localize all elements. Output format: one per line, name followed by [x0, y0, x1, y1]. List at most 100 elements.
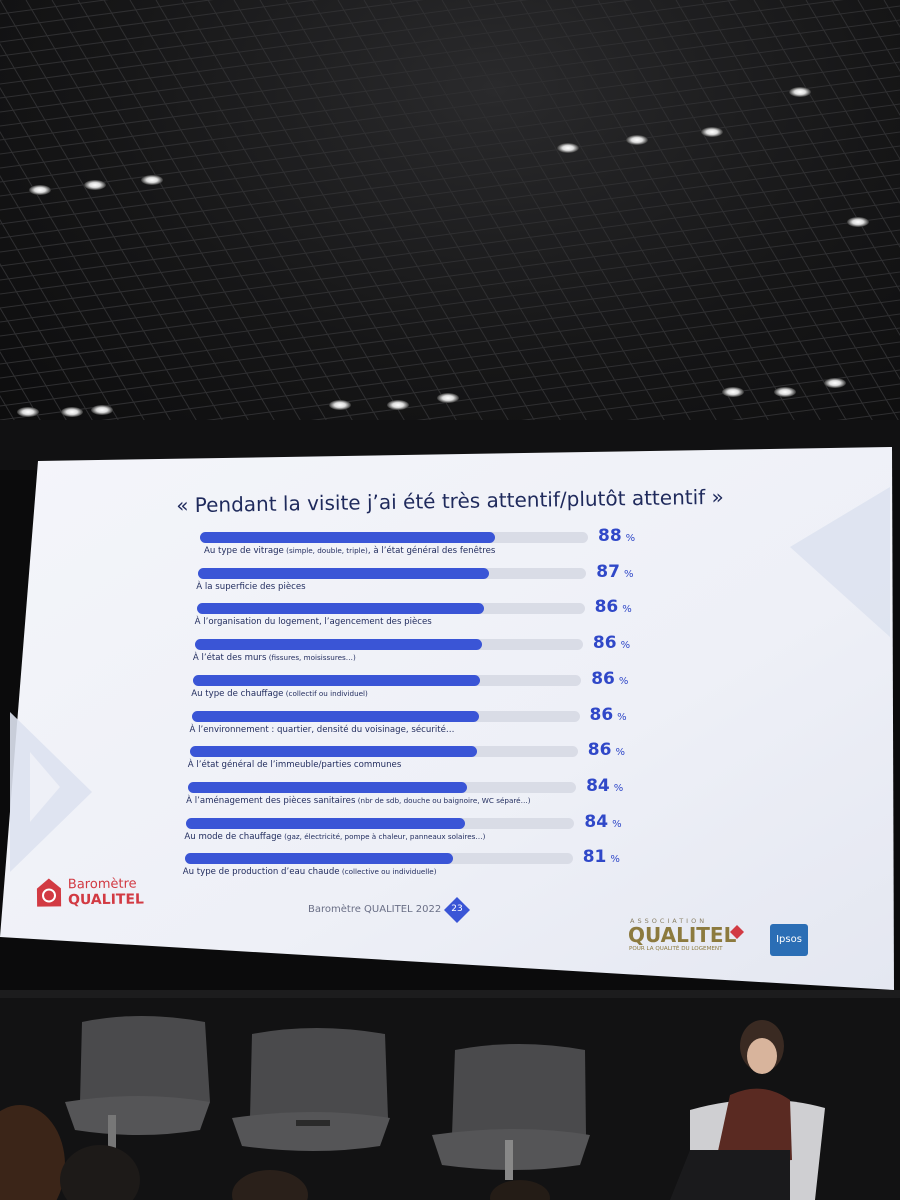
bar-track [188, 781, 577, 793]
page-number: 23 [451, 904, 463, 914]
bar-fill [188, 781, 468, 793]
bar-label: À l’organisation du logement, l’agenceme… [195, 617, 432, 627]
bar-row: 84% Au mode de chauffage (gaz, électricit… [184, 812, 656, 852]
bar-label: Au type de production d’eau chaude (coll… [183, 867, 437, 877]
bar-value-number: 84 [586, 775, 610, 796]
bar-label-text: À l’environnement : quartier, densité du… [189, 724, 455, 735]
bar-value-number: 81 [582, 847, 607, 868]
bar-value-number: 84 [584, 811, 609, 832]
bar-value-number: 86 [594, 597, 619, 618]
page-number-badge: 23 [444, 897, 470, 923]
ceiling-grid [0, 0, 900, 440]
bar-track [191, 710, 580, 722]
bar-fill [189, 746, 477, 758]
bar-value: 87% [596, 562, 633, 582]
association-name: QUALITEL [628, 923, 737, 947]
bar-value: 86% [591, 669, 628, 689]
ceiling-spotlight [61, 407, 83, 417]
bar-label-detail: (fissures, moisissures…) [266, 653, 356, 663]
bar-value: 86% [593, 633, 630, 653]
bar-row: 86% À l’organisation du logement, l’agenc… [195, 597, 667, 637]
bar-track [193, 674, 582, 686]
bar-fill [200, 532, 495, 543]
bar-label: Au mode de chauffage (gaz, électricité, … [184, 832, 485, 842]
ceiling-spotlight [701, 127, 723, 137]
bar-fill [193, 674, 481, 686]
bar-label-text: À l’aménagement des pièces sanitaires [186, 795, 356, 806]
ceiling-spotlight [387, 400, 409, 410]
ceiling-spotlight [789, 87, 811, 97]
bar-value-number: 86 [591, 668, 615, 689]
ceiling-spotlight [824, 378, 846, 388]
bar-label-suffix: , à l’état général des fenêtres [367, 546, 496, 556]
decor-diamond-left-inner [30, 752, 60, 822]
bar-label-text: Au type de chauffage [191, 688, 284, 699]
percent-sign: % [615, 747, 625, 759]
bar-row: 84% À l’aménagement des pièces sanitaires… [186, 776, 658, 816]
ceiling-spotlight [557, 143, 579, 153]
bar-track [194, 639, 583, 651]
ceiling-spotlight [17, 407, 39, 417]
bar-value-number: 87 [596, 561, 620, 582]
percent-sign: % [613, 782, 624, 794]
bar-value: 86% [590, 705, 627, 725]
bar-label-text: À la superficie des pièces [196, 581, 306, 592]
association-qualitel-logo: ASSOCIATION QUALITEL POUR LA QUALITÉ DU … [626, 917, 756, 959]
ceiling-spotlight [437, 393, 459, 403]
bar-value: 81% [583, 847, 620, 867]
bar-label: Au type de vitrage (simple, double, trip… [204, 546, 495, 556]
ceiling [0, 0, 900, 440]
bar-track [186, 817, 575, 829]
bar-track [184, 853, 573, 865]
bar-label: À l’état général de l’immeuble/parties c… [188, 760, 402, 770]
speaker-person [670, 1020, 792, 1200]
slide-title: « Pendant la visite j’ai été très attent… [176, 484, 724, 518]
bar-label: À l’état des murs (fissures, moisissures… [193, 653, 356, 663]
bar-label-text: Au type de production d’eau chaude [182, 867, 340, 878]
brand-line2: QUALITEL [67, 891, 144, 909]
bar-value-number: 86 [587, 740, 612, 761]
diamond-badge-icon [444, 897, 470, 923]
ceiling-spotlight [626, 135, 648, 145]
bar-label: À la superficie des pièces [196, 582, 305, 592]
bar-fill [198, 567, 490, 579]
bar-label-text: Au mode de chauffage [184, 831, 282, 842]
percent-sign: % [620, 640, 631, 652]
bar-row: 86% Au type de chauffage (collectif ou in… [191, 669, 663, 709]
bar-value: 86% [588, 740, 625, 760]
bar-label-detail: (collective ou individuelle) [339, 867, 437, 877]
bar-value: 84% [586, 776, 623, 796]
association-label: ASSOCIATION [630, 917, 708, 925]
bar-row: 86% À l’état des murs (fissures, moisissu… [193, 633, 665, 673]
bar-label-text: À l’état des murs [192, 653, 267, 664]
slide: « Pendant la visite j’ai été très attent… [0, 447, 900, 992]
chair-3 [432, 1044, 590, 1180]
bar-track [196, 603, 585, 615]
bar-label-detail: (simple, double, triple) [283, 546, 368, 555]
slide-footer: Baromètre QUALITEL 2022 [308, 904, 442, 915]
bar-row: 86% À l’état général de l’immeuble/partie… [188, 740, 660, 780]
bar-fill [186, 817, 466, 829]
bar-row: 86% À l’environnement : quartier, densité… [189, 705, 662, 745]
bar-fill [194, 639, 482, 651]
bar-value: 88% [598, 526, 635, 546]
red-diamond-icon [730, 925, 744, 939]
ceiling-spotlight [141, 175, 163, 185]
bar-value-number: 88 [598, 526, 622, 546]
percent-sign: % [618, 675, 629, 687]
decor-diamond-right [790, 487, 890, 637]
ceiling-spotlight [774, 387, 796, 397]
bar-fill [196, 603, 484, 615]
bar-value: 86% [595, 597, 632, 617]
percent-sign: % [610, 854, 620, 866]
ceiling-spotlight [847, 217, 869, 227]
projection-screen: « Pendant la visite j’ai été très attent… [0, 447, 900, 992]
chair-2 [232, 1028, 390, 1151]
bar-fill [191, 710, 479, 722]
bar-label: Au type de chauffage (collectif ou indiv… [191, 689, 368, 699]
bar-label-text: Au type de vitrage [204, 546, 284, 556]
bar-value-number: 86 [592, 633, 617, 654]
percent-sign: % [612, 818, 622, 830]
bar-label-detail: (nbr de sdb, douche ou baignoire, WC sép… [355, 795, 531, 805]
bar-row: 81% Au type de production d’eau chaude (c… [183, 847, 655, 887]
